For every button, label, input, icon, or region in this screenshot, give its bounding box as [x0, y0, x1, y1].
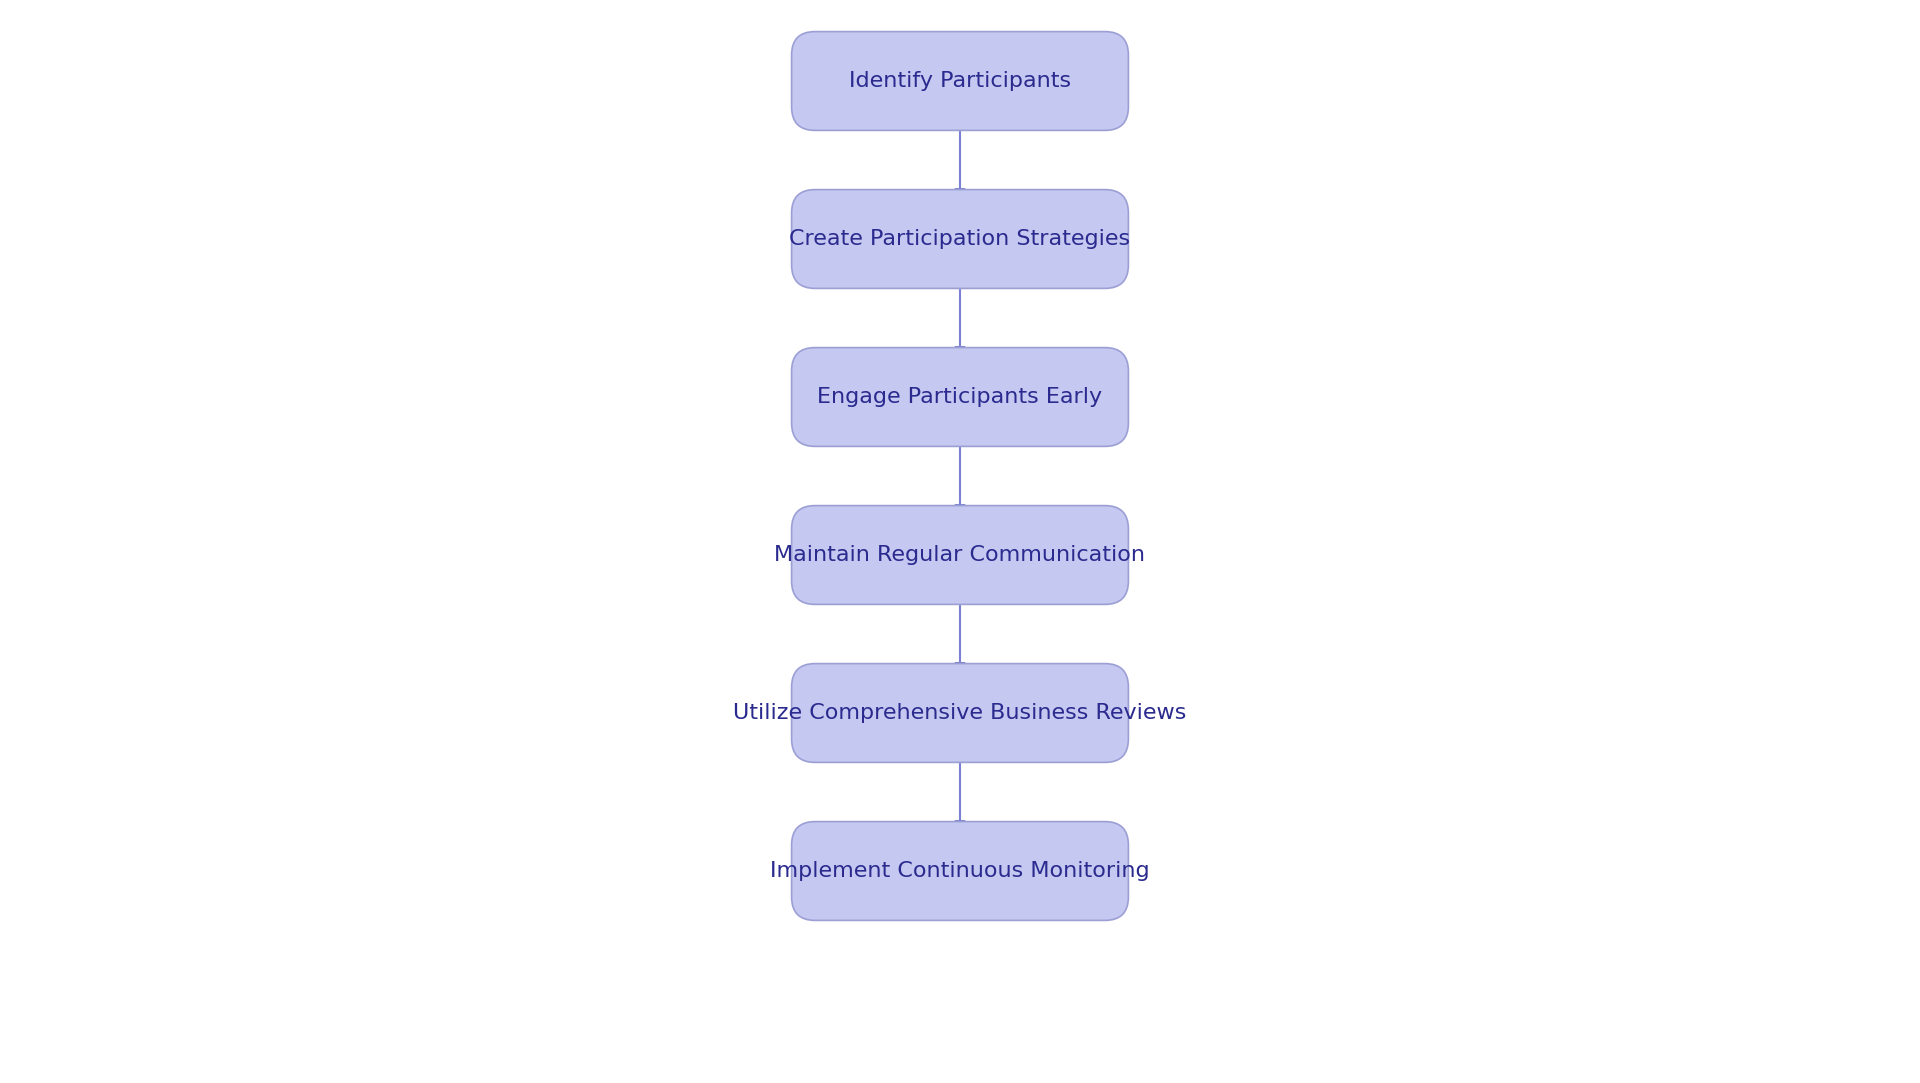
Text: Create Participation Strategies: Create Participation Strategies	[789, 229, 1131, 249]
FancyBboxPatch shape	[791, 506, 1129, 604]
FancyBboxPatch shape	[791, 822, 1129, 921]
FancyBboxPatch shape	[791, 664, 1129, 762]
FancyBboxPatch shape	[791, 190, 1129, 288]
Text: Maintain Regular Communication: Maintain Regular Communication	[774, 545, 1146, 565]
Text: Utilize Comprehensive Business Reviews: Utilize Comprehensive Business Reviews	[733, 703, 1187, 723]
Text: Implement Continuous Monitoring: Implement Continuous Monitoring	[770, 861, 1150, 880]
Text: Identify Participants: Identify Participants	[849, 71, 1071, 91]
FancyBboxPatch shape	[791, 31, 1129, 130]
Text: Engage Participants Early: Engage Participants Early	[818, 387, 1102, 407]
FancyBboxPatch shape	[791, 348, 1129, 446]
